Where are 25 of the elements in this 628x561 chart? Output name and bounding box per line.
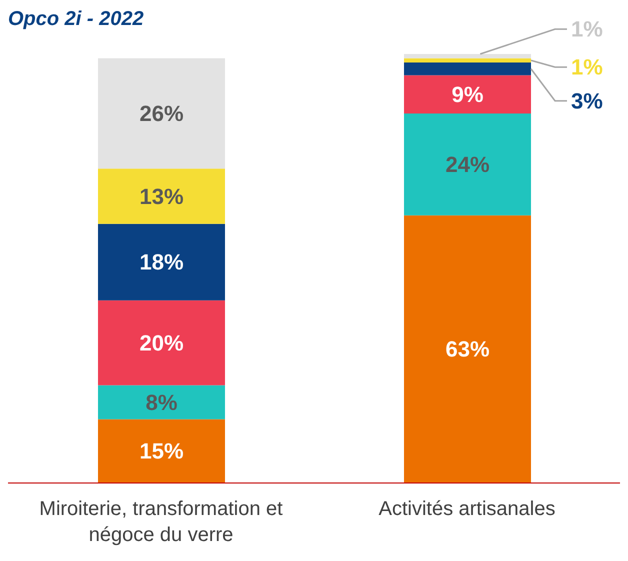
data-label: 24% [445,152,490,177]
bar [98,58,225,169]
data-label: 20% [139,330,184,356]
data-label: 26% [139,100,184,126]
data-label: 63% [445,336,490,362]
bar [404,54,531,58]
x-tick-label: Miroiterie, transformation et négoce du verre [39,498,284,546]
bar [98,385,225,420]
data-label: 9% [452,82,484,107]
data-label: 18% [139,250,184,275]
x-tick-label: Activités artisanales [378,498,556,520]
bar [404,215,531,483]
data-label: 15% [139,438,184,464]
bar [404,75,531,114]
data-label: 8% [146,390,178,415]
bar [98,300,225,386]
bar [98,419,225,483]
data-label: 13% [139,184,184,209]
bar [98,168,225,224]
bar [404,62,531,76]
bar [404,113,531,216]
bar [98,224,225,300]
chart-title: Opco 2i - 2022 [8,8,144,31]
data-label: 3% [571,88,603,114]
bar [404,58,531,62]
